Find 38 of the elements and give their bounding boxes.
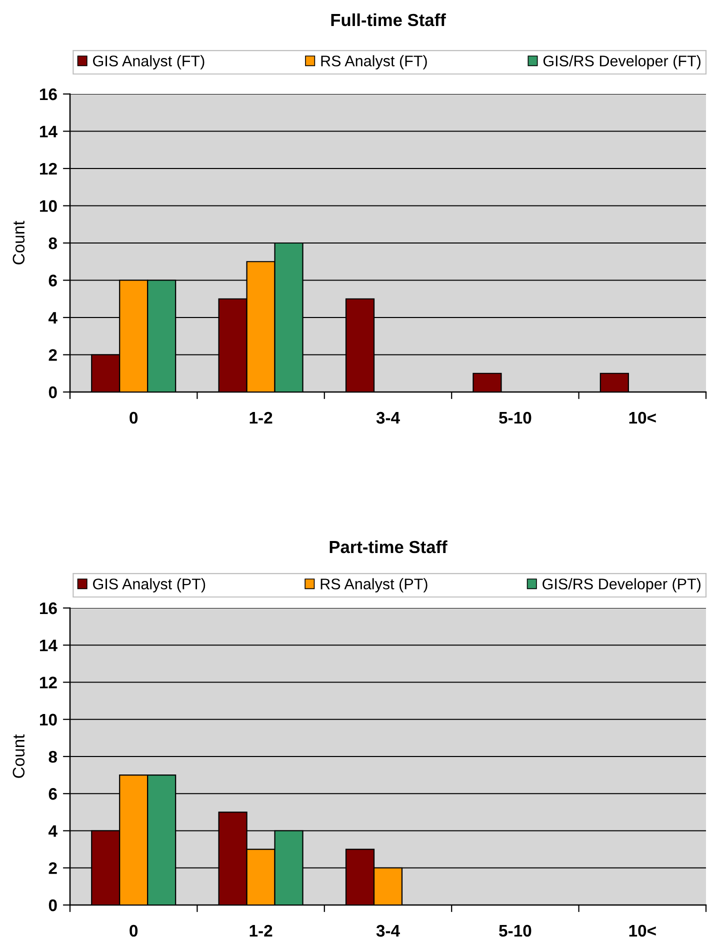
x-tick-label: 0: [130, 924, 138, 937]
x-tick-label: 1-2: [250, 412, 272, 424]
y-tick-label: 12: [40, 162, 57, 175]
y-tick-label: 0: [48, 386, 57, 398]
x-tick-label: 5-10: [499, 412, 532, 424]
y-tick-label: 6: [48, 788, 57, 800]
x-tick-label: 3-4: [376, 412, 400, 424]
y-axis-title: Count: [12, 220, 25, 264]
legend-label: GIS Analyst (PT): [93, 578, 206, 592]
chart-title: Part-time Staff: [330, 540, 448, 554]
legend-label: GIS/RS Developer (PT): [542, 578, 700, 592]
x-tick-label: 5-10: [499, 924, 532, 937]
y-tick-label: 12: [40, 676, 57, 688]
y-tick-label: 2: [48, 349, 57, 361]
y-tick-label: 4: [48, 825, 58, 837]
x-tick-label: 0: [130, 412, 138, 424]
legend-label: RS Analyst (FT): [321, 55, 427, 70]
x-tick-label: 10<: [629, 412, 656, 424]
y-tick-label: 4: [48, 312, 58, 324]
chart-title: Full-time Staff: [331, 13, 446, 26]
y-tick-label: 14: [40, 126, 58, 138]
x-tick-label: 10<: [629, 924, 656, 937]
y-tick-label: 8: [48, 750, 57, 763]
legend-label: GIS Analyst (FT): [93, 55, 204, 70]
y-tick-label: 16: [40, 88, 57, 100]
y-tick-label: 8: [48, 237, 57, 250]
y-tick-label: 14: [40, 640, 58, 652]
y-tick-label: 10: [40, 200, 57, 212]
x-tick-label: 1-2: [250, 924, 272, 937]
legend-label: GIS/RS Developer (FT): [543, 55, 700, 70]
y-tick-label: 0: [48, 899, 57, 912]
legend-label: RS Analyst (PT): [320, 578, 428, 592]
y-axis-title: Count: [12, 734, 25, 778]
y-tick-label: 2: [48, 862, 57, 874]
y-tick-label: 6: [48, 274, 57, 286]
x-tick-label: 3-4: [376, 924, 400, 937]
y-tick-label: 16: [40, 602, 57, 614]
y-tick-label: 10: [40, 714, 57, 726]
